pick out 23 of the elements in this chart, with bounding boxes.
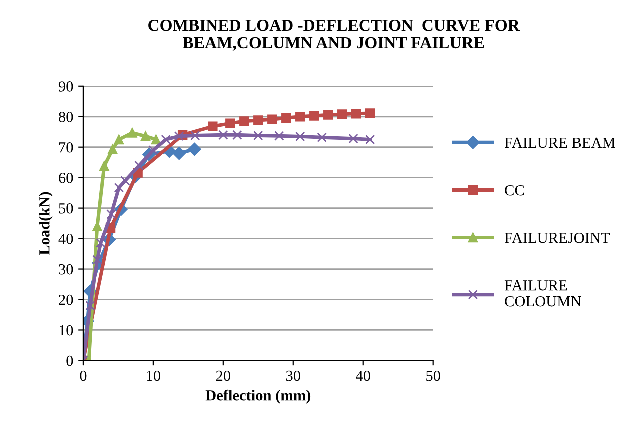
legend-label: FAILURE COLOUMN	[504, 280, 582, 307]
x-axis-title: Deflection (mm)	[206, 390, 311, 404]
legend-label: FAILURE BEAM	[504, 138, 616, 148]
y-tick-label: 80	[59, 112, 74, 122]
y-tick-label: 40	[58, 234, 74, 244]
y-tick-label: 50	[59, 203, 74, 214]
x-tick-label: 0	[80, 370, 87, 382]
x-tick-label: 30	[286, 370, 300, 382]
legend-label: FAILUREJOINT	[504, 233, 610, 244]
legend-label: CC	[505, 185, 524, 196]
y-tick-label: 60	[59, 172, 74, 184]
x-tick-label: 50	[426, 370, 440, 382]
y-tick-label: 20	[59, 294, 74, 306]
x-tick-label: 10	[147, 370, 160, 382]
x-tick-label: 20	[216, 370, 230, 382]
chart-title: COMBINED LOAD -DEFLECTION CURVE FOR BEAM,COLUMN AND JOINT FAILURE	[148, 20, 520, 52]
x-tick-label: 40	[356, 370, 370, 382]
y-tick-label: 70	[59, 142, 74, 153]
y-tick-label: 0	[66, 356, 74, 366]
y-tick-label: 30	[59, 264, 74, 275]
y-tick-label: 10	[60, 325, 74, 336]
y-axis-title: Load(kN)	[39, 192, 53, 256]
y-tick-label: 90	[58, 82, 74, 92]
